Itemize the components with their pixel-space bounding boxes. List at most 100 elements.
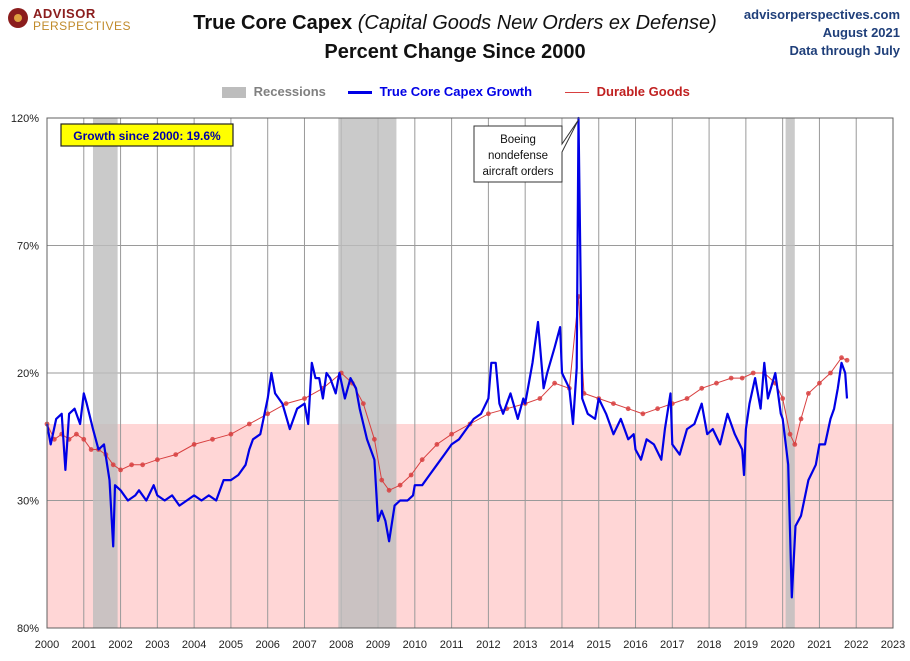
legend-recessions: Recessions <box>222 84 326 99</box>
durable-goods-marker <box>191 442 197 447</box>
source-site: advisorperspectives.com <box>743 7 900 22</box>
durable-goods-marker <box>129 462 135 468</box>
legend-recessions-label: Recessions <box>253 84 326 99</box>
source-block: advisorperspectives.com August 2021 Data… <box>744 6 900 60</box>
durable-goods-marker <box>265 411 271 417</box>
durable-goods-marker <box>110 462 116 468</box>
durable-goods-marker <box>798 416 804 422</box>
boeing-annotation-box <box>473 119 579 183</box>
durable-goods-marker <box>449 431 455 437</box>
durable-goods-marker <box>655 406 660 412</box>
xtick-label: 2000 <box>35 639 59 651</box>
plot-frame <box>46 117 894 629</box>
xtick-label: 2016 <box>623 639 647 651</box>
ytick-label: 120% <box>11 113 39 125</box>
logo-subtext: PERSPECTIVES <box>33 19 132 33</box>
durable-goods-marker <box>839 355 844 361</box>
durable-goods-marker <box>806 391 811 396</box>
source-data-through: Data through July <box>789 43 900 58</box>
xtick-label: 2012 <box>476 639 500 651</box>
xtick-label: 2015 <box>586 639 610 651</box>
legend-capex-label: True Core Capex Growth <box>379 84 533 99</box>
xtick-label: 2004 <box>182 639 206 651</box>
xtick-label: 2010 <box>403 639 427 651</box>
legend-recessions-swatch <box>222 87 246 99</box>
ytick-label: 70% <box>17 241 39 253</box>
durable-goods-marker <box>408 472 414 478</box>
durable-goods-marker <box>397 482 403 488</box>
durable-goods-marker <box>728 375 734 381</box>
durable-goods-marker <box>360 401 366 406</box>
xtick-label: 2003 <box>145 639 169 651</box>
durable-goods-marker <box>611 401 616 406</box>
xtick-label: 2009 <box>366 639 390 651</box>
durable-goods-marker <box>154 457 160 463</box>
chart-title-italic: (Capital Goods New Orders ex Defense) <box>357 12 717 34</box>
xtick-label: 2006 <box>255 639 279 651</box>
durable-goods-marker <box>140 462 146 468</box>
durable-goods-marker <box>81 436 87 442</box>
recession-band <box>785 118 795 628</box>
durable-goods-marker <box>379 477 385 483</box>
negative-region <box>47 424 893 628</box>
legend-durable-swatch <box>565 92 589 94</box>
chart-title-main: True Core Capex <box>193 12 353 34</box>
boeing-annotation-line: aircraft orders <box>483 166 554 178</box>
xtick-label: 2001 <box>72 639 96 651</box>
durable-goods-marker <box>419 457 425 463</box>
ytick-label: 20% <box>17 368 39 380</box>
durable-goods-marker <box>74 431 79 437</box>
chart-subtitle: Percent Change Since 2000 <box>324 41 586 63</box>
durable-goods-marker <box>173 452 179 457</box>
durable-goods-marker <box>386 487 392 493</box>
durable-goods-marker <box>552 380 557 386</box>
durable-goods-marker <box>485 411 491 417</box>
durable-goods-marker <box>283 401 289 406</box>
durable-goods-marker <box>828 370 833 376</box>
durable-goods-marker <box>88 447 94 452</box>
xtick-label: 2022 <box>844 639 868 651</box>
durable-goods-marker <box>246 421 252 427</box>
growth-callout: Growth since 2000: 19.6% <box>60 123 234 147</box>
xtick-label: 2018 <box>697 639 721 651</box>
xtick-label: 2017 <box>660 639 684 651</box>
durable-goods-marker <box>210 436 215 442</box>
durable-goods-marker <box>792 442 798 447</box>
chart-title: True Core Capex (Capital Goods New Order… <box>0 12 910 35</box>
growth-callout-text: Growth since 2000: 19.6% <box>73 129 221 143</box>
durable-goods-marker <box>844 357 850 363</box>
source-date: August 2021 <box>822 25 900 40</box>
durable-goods-marker <box>434 442 440 447</box>
durable-goods-marker <box>302 396 307 401</box>
xtick-label: 2007 <box>292 639 316 651</box>
boeing-annotation: Boeing nondefense aircraft orders <box>473 119 579 183</box>
legend-durable-label: Durable Goods <box>596 84 690 99</box>
xtick-label: 2011 <box>440 639 464 651</box>
boeing-annotation-line: Boeing <box>500 134 536 146</box>
ytick-label: 80% <box>17 623 39 635</box>
logo-text: ADVISOR <box>33 6 96 21</box>
recession-band <box>338 118 397 628</box>
xtick-label: 2005 <box>219 639 243 651</box>
durable-goods-marker <box>684 396 690 401</box>
boeing-annotation-line: nondefense <box>488 150 548 162</box>
xtick-label: 2019 <box>734 639 758 651</box>
growth-callout-box <box>60 123 234 147</box>
durable-goods-marker <box>817 380 822 386</box>
xtick-label: 2002 <box>108 639 132 651</box>
durable-goods-marker <box>787 431 793 437</box>
durable-goods-marker <box>780 396 786 401</box>
xtick-label: 2008 <box>329 639 353 651</box>
durable-goods-marker <box>118 467 123 473</box>
legend: Recessions True Core Capex Growth Durabl… <box>0 84 910 102</box>
ytick-label: 30% <box>17 496 39 508</box>
recession-band <box>92 118 118 628</box>
xtick-label: 2014 <box>550 639 574 651</box>
durable-goods-marker <box>739 375 745 381</box>
durable-goods-marker <box>537 396 543 401</box>
xtick-label: 2013 <box>513 639 537 651</box>
legend-capex: True Core Capex Growth <box>348 84 532 99</box>
durable-goods-marker <box>640 411 646 417</box>
durable-goods-marker <box>699 385 705 391</box>
